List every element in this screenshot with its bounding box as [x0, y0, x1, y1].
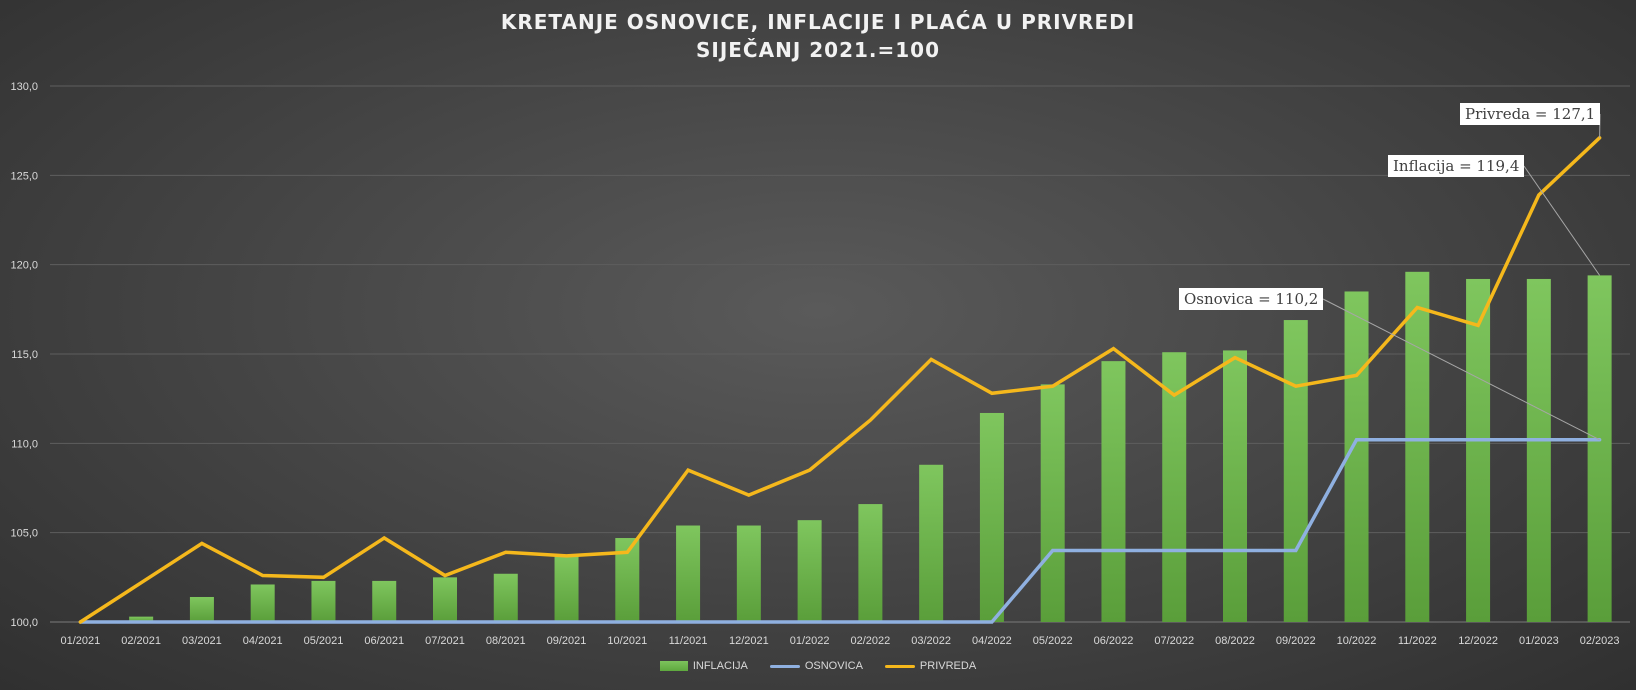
x-tick-label: 12/2021 — [729, 635, 769, 647]
legend-swatch-osnovica — [769, 664, 800, 668]
legend-item-privreda: PRIVREDA — [884, 660, 977, 672]
bar-inflacija — [919, 464, 944, 622]
x-tick-label: 03/2022 — [911, 635, 951, 647]
x-tick-label: 09/2021 — [547, 635, 587, 647]
bar-inflacija — [676, 525, 701, 622]
chart-title: KRETANJE OSNOVICE, INFLACIJE I PLAĆA U P… — [500, 10, 1136, 34]
x-tick-label: 03/2021 — [182, 635, 222, 647]
bar-inflacija — [1466, 278, 1491, 622]
legend-swatch-privreda — [884, 664, 915, 668]
bar-inflacija — [554, 555, 579, 622]
bar-inflacija — [1101, 361, 1126, 622]
x-tick-label: 11/2021 — [669, 635, 708, 647]
legend-item-inflacija: INFLACIJA — [659, 660, 748, 672]
line-osnovica — [78, 438, 1602, 624]
y-tick-label: 130,0 — [10, 81, 38, 93]
bar-inflacija — [250, 584, 275, 622]
y-tick-label: 125,0 — [10, 170, 38, 182]
x-tick-label: 10/2022 — [1337, 635, 1377, 647]
bar-inflacija — [1040, 384, 1065, 622]
x-tick-label: 02/2023 — [1580, 635, 1620, 647]
bar-inflacija — [736, 525, 761, 622]
x-tick-label: 11/2022 — [1398, 635, 1437, 647]
bar-inflacija — [1162, 352, 1187, 622]
annotation-osnovica: Osnovica = 110,2 — [1179, 288, 1324, 310]
x-tick-label: 08/2021 — [486, 635, 526, 647]
y-tick-label: 110,0 — [11, 438, 38, 450]
x-tick-label: 05/2021 — [304, 635, 344, 647]
x-tick-label: 04/2021 — [243, 635, 283, 647]
x-tick-label: 12/2022 — [1458, 635, 1498, 647]
y-tick-label: 105,0 — [10, 528, 38, 540]
bar-inflacija — [1283, 320, 1308, 622]
bar-inflacija — [311, 580, 336, 622]
x-tick-label: 06/2022 — [1094, 635, 1134, 647]
x-tick-label: 07/2022 — [1154, 635, 1194, 647]
annotation-leader — [1322, 298, 1600, 441]
x-tick-label: 10/2021 — [607, 635, 647, 647]
x-tick-label: 08/2022 — [1215, 635, 1255, 647]
x-tick-label: 06/2021 — [364, 635, 404, 647]
bar-inflacija — [1223, 350, 1247, 622]
legend-label-privreda: PRIVREDA — [919, 660, 977, 672]
x-tick-label: 01/2022 — [790, 635, 830, 647]
legend-label-inflacija: INFLACIJA — [692, 660, 748, 672]
bar-inflacija — [433, 577, 457, 622]
legend-item-osnovica: OSNOVICA — [769, 660, 863, 672]
annotation-inflacija: Inflacija = 119,4 — [1388, 155, 1525, 177]
x-tick-label: 01/2023 — [1519, 635, 1559, 647]
bar-inflacija — [493, 573, 518, 622]
bar-inflacija — [372, 580, 397, 622]
x-tick-label: 07/2021 — [425, 635, 465, 647]
y-tick-label: 115,0 — [11, 349, 38, 361]
bar-inflacija — [1587, 275, 1612, 622]
x-tick-label: 02/2021 — [121, 635, 161, 647]
x-tick-label: 01/2021 — [61, 635, 101, 647]
bar-inflacija — [797, 520, 822, 622]
x-tick-label: 04/2022 — [972, 635, 1012, 647]
y-tick-label: 120,0 — [10, 260, 38, 272]
bar-inflacija — [189, 596, 214, 622]
bar-inflacija — [1526, 278, 1551, 622]
x-tick-label: 05/2022 — [1033, 635, 1073, 647]
bar-inflacija — [858, 504, 883, 622]
x-tick-label: 09/2022 — [1276, 635, 1316, 647]
y-tick-label: 100,0 — [10, 617, 38, 629]
bar-inflacija — [979, 412, 1004, 622]
bar-inflacija — [129, 616, 154, 622]
chart-legend: INFLACIJA OSNOVICA PRIVREDA — [0, 660, 1636, 672]
annotation-privreda: Privreda = 127,1 — [1460, 103, 1601, 125]
bar-inflacija — [1405, 271, 1430, 622]
chart-subtitle: SIJEČANJ 2021.=100 — [695, 38, 940, 62]
legend-swatch-inflacija — [659, 661, 688, 671]
x-tick-label: 02/2022 — [851, 635, 891, 647]
line-privreda — [78, 136, 1602, 624]
legend-label-osnovica: OSNOVICA — [804, 660, 863, 672]
annotation-leader — [1523, 165, 1601, 276]
